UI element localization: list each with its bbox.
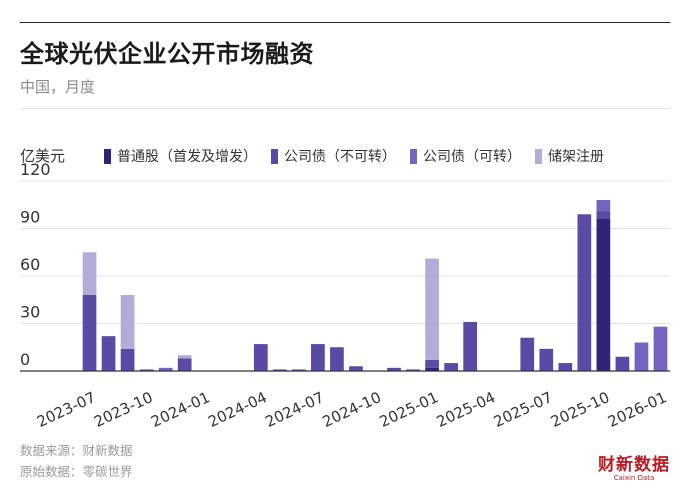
bar-2023-07-s1 xyxy=(82,295,97,371)
x-tick-label-7: 2025-04 xyxy=(434,388,498,431)
bar-2025-10-s0 xyxy=(596,219,611,371)
brand-logo: 财新数据 Caixin Data xyxy=(598,450,670,482)
top-rule xyxy=(20,22,670,23)
x-tick-label-0: 2023-07 xyxy=(34,388,98,431)
x-tick-label-4: 2024-07 xyxy=(262,388,326,431)
bar-2024-06-s1 xyxy=(292,369,306,371)
bar-2024-12-s1 xyxy=(406,369,420,371)
legend-item-1: 公司债（不可转） xyxy=(271,146,396,166)
bar-2025-03-s1 xyxy=(463,321,478,371)
bar-2023-08-s1 xyxy=(101,336,116,371)
bar-2024-05-s1 xyxy=(272,369,287,371)
bar-2023-07-s3 xyxy=(82,252,97,295)
source-note: 数据来源：财新数据 xyxy=(20,443,133,458)
bar-2024-11-s1 xyxy=(387,367,401,371)
bar-2025-07-s1 xyxy=(539,348,554,371)
bar-2024-08-s1 xyxy=(330,347,344,371)
bar-2025-10-s1 xyxy=(596,211,611,219)
x-tick-label-5: 2024-10 xyxy=(320,388,384,431)
x-tick-label-2: 2024-01 xyxy=(148,388,212,431)
bar-2025-10-s2 xyxy=(596,200,611,212)
legend-swatch-3 xyxy=(535,148,542,164)
bar-2023-12-s1 xyxy=(177,358,192,371)
brand-name: 财新数据 xyxy=(598,455,670,475)
bar-2023-12-s3 xyxy=(177,355,192,359)
bar-2025-01-s1 xyxy=(425,359,439,368)
legend-label-1: 公司债（不可转） xyxy=(284,149,396,165)
bar-2023-09-s3 xyxy=(120,295,135,349)
origin-note: 原始数据：零碳世界 xyxy=(20,464,133,479)
chart-title: 全球光伏企业公开市场融资 xyxy=(20,40,314,68)
bar-2025-01-s0 xyxy=(425,367,439,371)
bar-2025-11-s1 xyxy=(615,356,630,371)
legend-item-3: 储架注册 xyxy=(535,146,604,166)
y-tick-label-2: 60 xyxy=(20,255,40,274)
bar-2025-06-s1 xyxy=(520,337,535,371)
legend-swatch-1 xyxy=(271,148,278,164)
x-tick-label-8: 2025-07 xyxy=(491,388,555,431)
bar-2024-07-s1 xyxy=(311,344,325,371)
bar-2025-08-s1 xyxy=(558,363,573,371)
legend-label-0: 普通股（首发及增发） xyxy=(117,149,257,165)
bar-2024-09-s1 xyxy=(349,366,363,371)
y-tick-label-4: 120 xyxy=(20,160,51,179)
x-tick-label-10: 2026-01 xyxy=(605,388,669,431)
x-tick-label-1: 2023-10 xyxy=(91,388,155,431)
x-tick-label-3: 2024-04 xyxy=(205,388,269,431)
legend-item-2: 公司债（可转） xyxy=(410,146,521,166)
legend: 普通股（首发及增发） 公司债（不可转） 公司债（可转） 储架注册 xyxy=(104,146,604,166)
y-tick-label-3: 90 xyxy=(20,208,40,227)
legend-label-3: 储架注册 xyxy=(548,149,604,165)
y-axis-unit-label: 亿美元 xyxy=(20,147,66,165)
bar-2025-02-s1 xyxy=(444,363,458,371)
legend-label-2: 公司债（可转） xyxy=(423,149,521,165)
legend-item-0: 普通股（首发及增发） xyxy=(104,146,257,166)
chart-subtitle: 中国，月度 xyxy=(20,78,96,96)
bar-2023-10-s1 xyxy=(139,369,154,371)
legend-swatch-0 xyxy=(104,148,111,164)
bar-2023-11-s2 xyxy=(158,367,173,371)
bar-2026-01-s2 xyxy=(653,326,668,371)
bar-2024-04-s1 xyxy=(253,344,268,371)
divider xyxy=(20,108,670,109)
bar-2025-12-s2 xyxy=(634,342,649,371)
y-tick-label-1: 30 xyxy=(20,303,40,322)
x-tick-label-6: 2025-01 xyxy=(377,388,441,431)
bar-chart: 03060901202023-072023-102024-012024-0420… xyxy=(20,160,670,431)
bar-2025-01-s3 xyxy=(425,258,439,360)
y-tick-label-0: 0 xyxy=(20,350,30,369)
bar-2023-09-s1 xyxy=(120,348,135,371)
legend-swatch-2 xyxy=(410,148,417,164)
bar-2025-09-s1 xyxy=(577,214,592,371)
brand-subtitle: Caixin Data xyxy=(613,474,655,482)
x-tick-label-9: 2025-10 xyxy=(548,388,612,431)
